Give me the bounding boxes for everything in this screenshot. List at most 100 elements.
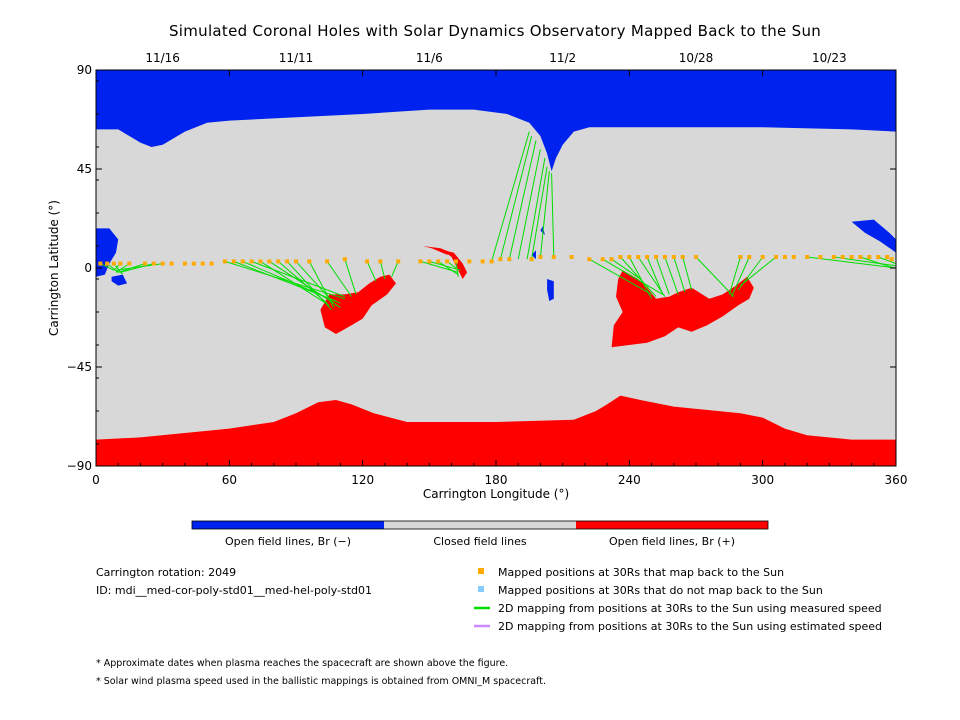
mapped-point [454, 259, 458, 264]
mapping-line-measured [491, 131, 530, 262]
mapped-point [222, 259, 227, 264]
positive-polar-hole [96, 395, 896, 466]
mapped-point [489, 259, 494, 264]
legend-label: Mapped positions at 30Rs that map back t… [498, 566, 784, 579]
legend-label: 2D mapping from positions at 30Rs to the… [498, 620, 882, 633]
legend: Mapped positions at 30Rs that map back t… [474, 566, 882, 633]
x-axis: 0 60 120 180 240 300 360 [92, 70, 907, 487]
mapping-line-measured [115, 263, 130, 273]
mapping-line-measured [366, 261, 377, 282]
legend-marker [478, 568, 484, 574]
mapped-point [467, 259, 472, 264]
mapped-point [609, 257, 614, 262]
mapped-point [538, 255, 543, 259]
mapping-line-measured [120, 263, 154, 273]
mapped-point [849, 255, 854, 259]
date-tick-label: 10/23 [812, 51, 847, 65]
mapping-line-measured [391, 261, 399, 277]
colorbar-frame [191, 520, 769, 530]
legend-label: Mapped positions at 30Rs that do not map… [498, 584, 823, 597]
mapped-points [98, 255, 894, 266]
mapped-point [169, 261, 174, 266]
mapped-point [507, 257, 512, 262]
mapped-point [551, 255, 556, 259]
mapped-point [694, 255, 698, 259]
mapped-point [680, 255, 685, 259]
mapping-lines [100, 131, 897, 311]
mapped-point [840, 255, 845, 259]
y-tick-label: 90 [77, 63, 92, 77]
mapping-line-measured [379, 261, 386, 280]
x-tick-label: 120 [351, 473, 374, 487]
model-id: ID: mdi__med-cor-poly-std01__med-hel-pol… [96, 584, 372, 597]
y-axis: 90 45 0 −45 −90 [67, 63, 896, 473]
y-tick-label: 45 [77, 162, 92, 176]
mapped-point [285, 259, 290, 264]
mapping-line-measured [455, 261, 459, 277]
mapping-line-measured [740, 256, 777, 286]
mapped-point [249, 259, 254, 264]
mapping-line-measured [682, 256, 693, 291]
colorbar-label: Open field lines, Br (−) [225, 535, 351, 548]
mapped-point [885, 255, 890, 259]
mapped-point [889, 257, 894, 262]
positive-coronal-hole [320, 274, 396, 334]
mapping-line-measured [531, 166, 548, 260]
mapped-point [231, 259, 236, 264]
colorbar-segment [576, 521, 768, 529]
mapped-point [276, 259, 281, 264]
mapping-line-measured [286, 261, 332, 311]
plot-area [95, 69, 897, 467]
positive-coronal-hole [442, 250, 468, 279]
mapped-point [831, 255, 836, 259]
mapping-line-measured [628, 256, 653, 300]
field-regions [96, 70, 896, 466]
negative-coronal-hole [851, 219, 896, 253]
mapping-line-measured [860, 256, 894, 269]
x-axis-label: Carrington Longitude (°) [423, 487, 569, 501]
negative-polar-hole [96, 70, 896, 172]
mapping-line-measured [611, 258, 641, 280]
mapped-point [818, 255, 823, 259]
chart-title: Simulated Coronal Holes with Solar Dynam… [169, 22, 821, 40]
mapped-point [636, 255, 641, 259]
mapped-point [858, 255, 863, 259]
mapping-line-measured [539, 171, 550, 258]
mapped-point [258, 259, 263, 264]
date-tick-label: 11/2 [549, 51, 576, 65]
mapped-point [498, 257, 503, 262]
mapping-line-measured [731, 256, 750, 297]
x-tick-label: 360 [885, 473, 908, 487]
mapping-line-measured [602, 258, 663, 295]
colorbar-label: Open field lines, Br (+) [609, 535, 735, 548]
mapping-line-measured [728, 256, 741, 295]
colorbar-segment [384, 521, 576, 529]
mapped-point [627, 255, 632, 259]
y-tick-label: 0 [84, 261, 92, 275]
mapping-line-measured [655, 256, 670, 295]
x-tick-label: 300 [751, 473, 774, 487]
mapping-line-measured [695, 256, 735, 297]
mapped-point [127, 261, 132, 266]
mapping-line-measured [878, 256, 897, 265]
mapping-line-measured [308, 261, 335, 308]
mapped-point [151, 261, 156, 266]
mapped-point [191, 261, 196, 266]
colorbar-segment [192, 521, 384, 529]
mapped-point [876, 255, 881, 259]
mapping-line-measured [589, 258, 652, 295]
mapping-line-measured [100, 263, 115, 271]
mapped-point [378, 259, 383, 264]
mapped-point [791, 255, 796, 259]
negative-coronal-hole [111, 274, 128, 286]
mapped-point [294, 259, 298, 264]
mapped-point [111, 261, 116, 266]
negative-coronal-hole [547, 279, 554, 301]
mapped-point [747, 255, 752, 259]
mapped-point [654, 255, 658, 259]
carrington-rotation: Carrington rotation: 2049 [96, 566, 236, 579]
mapping-line-measured [437, 260, 459, 276]
mapping-line-measured [620, 256, 657, 297]
y-axis-label: Carrington Latitude (°) [47, 200, 61, 336]
